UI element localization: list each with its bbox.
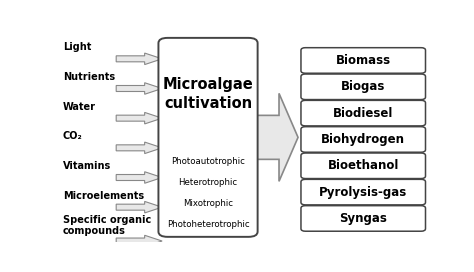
Polygon shape [116, 83, 162, 94]
Text: Nutrients: Nutrients [63, 72, 115, 82]
Polygon shape [116, 53, 162, 64]
Text: CO₂: CO₂ [63, 131, 82, 141]
FancyBboxPatch shape [301, 153, 426, 178]
FancyBboxPatch shape [301, 74, 426, 100]
Text: Microelements: Microelements [63, 191, 144, 201]
Polygon shape [116, 235, 162, 247]
Text: Syngas: Syngas [339, 212, 387, 225]
Text: Heterotrophic: Heterotrophic [179, 178, 237, 187]
Polygon shape [116, 112, 162, 124]
Text: Specific organic
compounds: Specific organic compounds [63, 215, 151, 236]
Text: Photoheterotrophic: Photoheterotrophic [167, 220, 249, 228]
FancyBboxPatch shape [301, 179, 426, 205]
Text: Biodiesel: Biodiesel [333, 107, 393, 120]
Text: Light: Light [63, 42, 91, 52]
Polygon shape [116, 172, 162, 183]
Text: Water: Water [63, 102, 96, 112]
FancyBboxPatch shape [301, 48, 426, 73]
FancyBboxPatch shape [301, 127, 426, 152]
Polygon shape [116, 142, 162, 154]
Polygon shape [256, 93, 298, 181]
Text: Biogas: Biogas [341, 80, 385, 93]
Text: Pyrolysis-gas: Pyrolysis-gas [319, 186, 407, 199]
FancyBboxPatch shape [158, 38, 258, 237]
FancyBboxPatch shape [301, 100, 426, 126]
Text: Bioethanol: Bioethanol [328, 159, 399, 172]
Text: Biomass: Biomass [336, 54, 391, 67]
Text: Biohydrogen: Biohydrogen [321, 133, 405, 146]
Text: Photoautotrophic: Photoautotrophic [171, 157, 245, 166]
FancyBboxPatch shape [301, 206, 426, 231]
Text: Mixotrophic: Mixotrophic [183, 199, 233, 208]
Text: Microalgae
cultivation: Microalgae cultivation [163, 77, 254, 111]
Polygon shape [116, 201, 162, 213]
Text: Vitamins: Vitamins [63, 161, 111, 171]
